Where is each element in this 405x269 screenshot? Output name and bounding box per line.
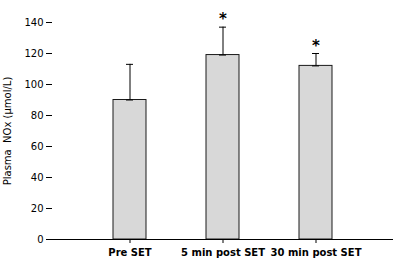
svg-text:140: 140 (24, 17, 43, 28)
svg-text:40: 40 (31, 172, 44, 183)
svg-text:80: 80 (31, 110, 44, 121)
svg-text:100: 100 (24, 79, 43, 90)
svg-text:Plasma NOx (μmol/L): Plasma NOx (μmol/L) (2, 77, 13, 186)
svg-text:60: 60 (31, 141, 44, 152)
svg-text:*: * (219, 10, 227, 28)
svg-text:120: 120 (24, 48, 43, 59)
svg-text:*: * (312, 37, 320, 55)
svg-text:30 min post SET: 30 min post SET (271, 247, 362, 258)
svg-text:Pre SET: Pre SET (108, 247, 152, 258)
svg-text:0: 0 (37, 234, 43, 245)
svg-text:20: 20 (31, 203, 44, 214)
svg-text:5 min post SET: 5 min post SET (181, 247, 265, 258)
